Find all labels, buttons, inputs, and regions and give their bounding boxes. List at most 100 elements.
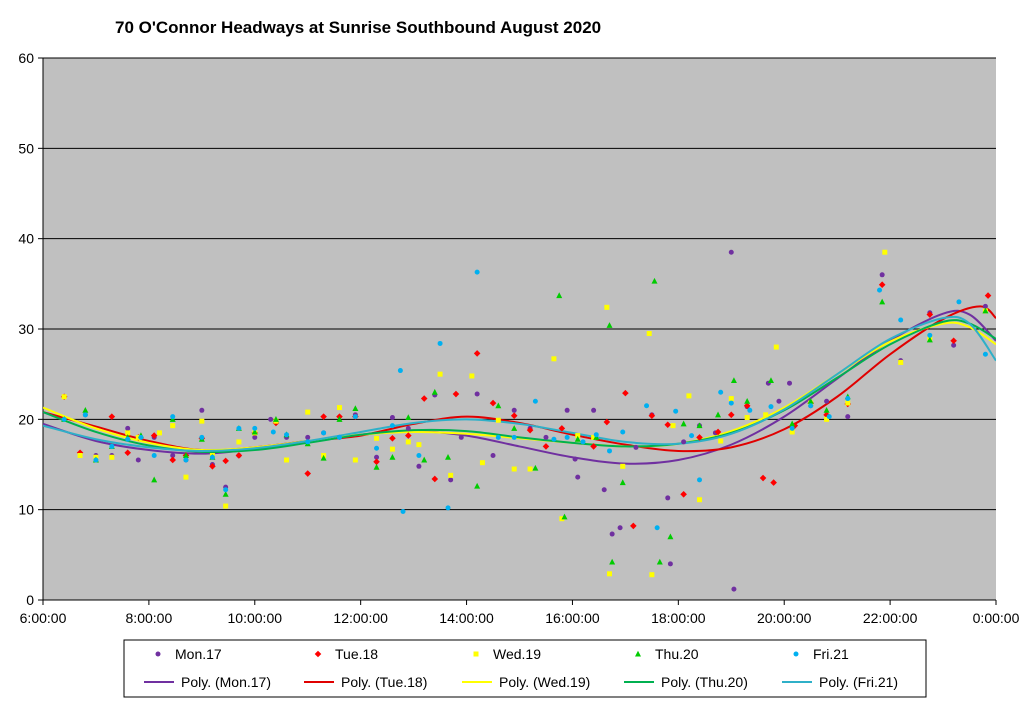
- data-point-series-2: [124, 449, 132, 457]
- data-point-series-5: [400, 508, 406, 514]
- data-point-series-4: [651, 277, 658, 284]
- data-point-series-3: [236, 439, 242, 445]
- data-point-series-2: [209, 463, 216, 470]
- data-point-series-3: [591, 434, 597, 440]
- data-point-series-1: [268, 416, 274, 422]
- data-point-series-5: [956, 299, 962, 305]
- data-points: [60, 249, 992, 592]
- data-point-series-1: [681, 439, 687, 445]
- data-point-series-4: [730, 377, 737, 383]
- data-point-series-5: [697, 477, 703, 483]
- data-point-series-3: [575, 433, 581, 439]
- data-point-series-1: [405, 425, 411, 431]
- data-point-series-2: [420, 395, 428, 402]
- data-point-series-5: [607, 448, 613, 454]
- data-point-series-4: [352, 405, 359, 411]
- data-point-series-1: [601, 487, 607, 493]
- data-point-series-1: [731, 586, 737, 592]
- data-point-series-4: [696, 422, 703, 429]
- data-point-series-3: [183, 474, 189, 480]
- data-point-series-3: [604, 304, 610, 310]
- data-point-series-2: [169, 456, 177, 464]
- data-point-series-3: [156, 430, 162, 436]
- data-point-series-5: [673, 408, 679, 414]
- data-point-series-4: [619, 479, 626, 486]
- data-point-series-1: [667, 561, 673, 567]
- data-point-series-2: [648, 412, 656, 420]
- data-point-series-2: [542, 443, 550, 450]
- data-point-series-5: [138, 434, 144, 440]
- data-point-series-4: [373, 463, 380, 470]
- data-point-series-3: [649, 572, 655, 578]
- data-point-series-2: [510, 412, 518, 420]
- data-point-series-3: [607, 571, 613, 577]
- data-point-series-1: [879, 272, 885, 278]
- data-point-series-4: [405, 414, 412, 421]
- x-tick-label: 18:00:00: [651, 610, 706, 626]
- data-point-series-3: [479, 460, 485, 466]
- data-point-series-4: [320, 454, 327, 461]
- data-point-series-5: [593, 432, 599, 438]
- data-point-series-4: [606, 322, 613, 328]
- data-point-series-3: [448, 472, 454, 478]
- data-point-series-4: [609, 558, 616, 565]
- data-point-series-4: [495, 402, 502, 409]
- data-point-series-1: [511, 407, 517, 413]
- data-point-series-5: [532, 398, 538, 404]
- x-tick-label: 0:00:00: [973, 610, 1020, 626]
- data-point-series-3: [697, 497, 703, 503]
- data-point-series-2: [389, 435, 396, 442]
- data-point-series-3: [352, 457, 358, 463]
- data-point-series-4: [982, 307, 989, 314]
- data-point-series-3: [223, 503, 229, 509]
- legend-marker: [635, 650, 641, 657]
- data-point-series-1: [665, 495, 671, 501]
- data-point-series-5: [416, 452, 422, 458]
- data-point-series-1: [490, 452, 496, 458]
- x-tick-label: 14:00:00: [439, 610, 494, 626]
- data-point-series-4: [431, 388, 438, 395]
- axes: 0 10 20 30 40 50 60 6:00:00 8:00:00 10:00:00 12:00…: [18, 50, 1019, 626]
- data-point-series-4: [336, 416, 343, 422]
- data-point-series-4: [926, 336, 933, 343]
- data-point-series-3: [305, 409, 311, 415]
- x-tick-label: 20:00:00: [757, 610, 812, 626]
- data-point-series-2: [235, 452, 243, 459]
- x-tick-label: 16:00:00: [545, 610, 600, 626]
- data-point-series-2: [76, 449, 84, 457]
- data-point-series-2: [743, 402, 751, 410]
- data-point-series-3: [416, 442, 422, 448]
- data-point-series-4: [789, 420, 796, 427]
- data-point-series-4: [532, 464, 539, 471]
- data-point-series-5: [445, 505, 451, 511]
- data-point-series-2: [878, 281, 886, 289]
- data-point-series-1: [728, 249, 734, 255]
- data-point-series-3: [77, 452, 83, 458]
- data-point-series-5: [270, 429, 276, 435]
- y-tick-label: 20: [18, 411, 34, 427]
- data-point-series-4: [680, 420, 687, 427]
- y-tick-label: 60: [18, 50, 34, 66]
- trendlines: [43, 305, 996, 465]
- data-point-series-5: [580, 439, 586, 445]
- legend-label: Mon.17: [175, 646, 222, 662]
- data-point-series-5: [170, 414, 176, 420]
- data-point-series-5: [747, 407, 753, 413]
- data-point-series-4: [151, 476, 158, 483]
- data-point-series-1: [543, 434, 549, 440]
- data-point-series-5: [397, 368, 403, 374]
- legend-label: Poly. (Wed.19): [499, 674, 590, 690]
- data-point-series-2: [431, 475, 439, 483]
- data-point-series-3: [511, 466, 517, 472]
- data-point-series-5: [305, 439, 311, 445]
- x-tick-label: 6:00:00: [20, 610, 67, 626]
- data-point-series-4: [767, 377, 774, 383]
- data-point-series-2: [452, 390, 460, 398]
- data-point-series-3: [135, 434, 141, 440]
- data-point-series-3: [437, 371, 443, 377]
- data-point-series-2: [373, 458, 380, 466]
- x-tick-label: 10:00:00: [228, 610, 283, 626]
- data-point-series-5: [336, 434, 342, 440]
- data-point-series-5: [352, 414, 358, 420]
- data-point-series-5: [437, 340, 443, 346]
